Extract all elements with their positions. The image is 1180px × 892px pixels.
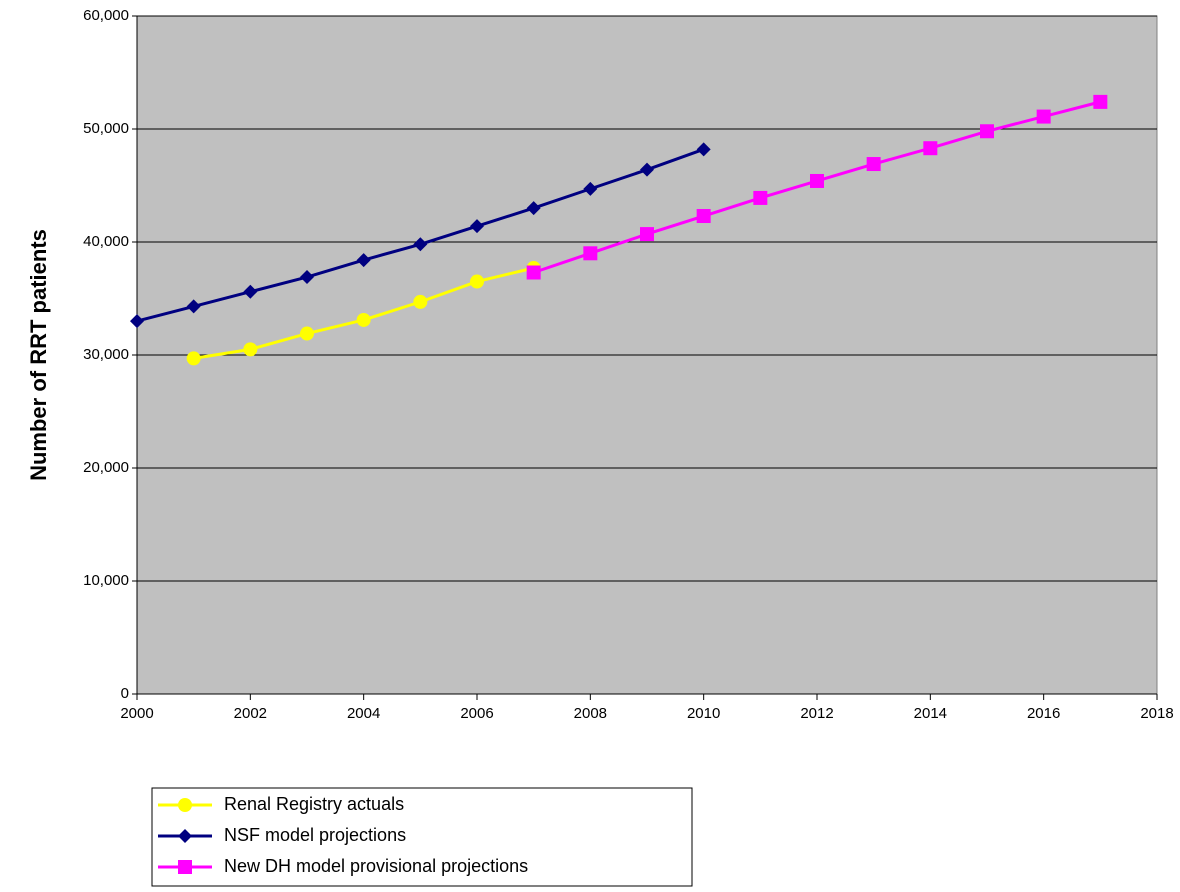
x-tick-label: 2014 <box>914 705 947 722</box>
data-point <box>1036 109 1051 124</box>
data-point <box>526 265 541 280</box>
data-point <box>413 237 428 252</box>
x-tick-label: 2008 <box>574 705 607 722</box>
y-tick-label: 30,000 <box>83 346 129 363</box>
y-tick-label: 60,000 <box>83 7 129 24</box>
legend-label: NSF model projections <box>224 825 406 845</box>
data-point <box>526 201 541 216</box>
data-point <box>243 284 258 299</box>
data-point <box>583 181 598 196</box>
data-point <box>640 227 654 242</box>
data-point <box>470 274 484 289</box>
legend-label: New DH model provisional projections <box>224 856 528 876</box>
x-tick-label: 2018 <box>1140 705 1173 722</box>
legend-marker <box>178 829 192 843</box>
x-tick-label: 2002 <box>234 705 267 722</box>
data-point <box>300 270 314 285</box>
y-tick-label: 40,000 <box>83 233 129 250</box>
y-tick-label: 0 <box>121 685 129 702</box>
y-tick-label: 10,000 <box>83 572 129 589</box>
data-point <box>186 299 201 314</box>
data-point <box>980 124 994 139</box>
data-point <box>1093 94 1108 109</box>
data-point <box>356 253 371 268</box>
x-tick-label: 2012 <box>800 705 833 722</box>
x-tick-label: 2004 <box>347 705 380 722</box>
x-tick-label: 2000 <box>120 705 153 722</box>
data-point <box>300 326 314 341</box>
y-tick-label: 20,000 <box>83 459 129 476</box>
data-point <box>696 142 711 157</box>
data-point <box>356 312 371 327</box>
y-axis-title: Number of RRT patients <box>26 229 51 481</box>
data-point <box>923 141 938 156</box>
data-point <box>696 209 711 224</box>
legend-label: Renal Registry actuals <box>224 794 404 814</box>
data-point <box>583 246 598 261</box>
data-point <box>810 173 824 188</box>
x-tick-label: 2010 <box>687 705 720 722</box>
data-point <box>130 314 144 329</box>
legend-box <box>151 787 693 887</box>
data-point <box>186 351 201 366</box>
x-tick-label: 2016 <box>1027 705 1060 722</box>
legend-marker <box>178 798 192 812</box>
data-point <box>866 157 881 172</box>
legend-marker <box>178 860 192 874</box>
data-point <box>640 162 654 177</box>
x-tick-label: 2006 <box>460 705 493 722</box>
y-tick-label: 50,000 <box>83 120 129 137</box>
data-point <box>470 219 484 234</box>
data-point <box>413 294 428 309</box>
data-point <box>753 190 768 205</box>
data-point <box>243 342 258 357</box>
